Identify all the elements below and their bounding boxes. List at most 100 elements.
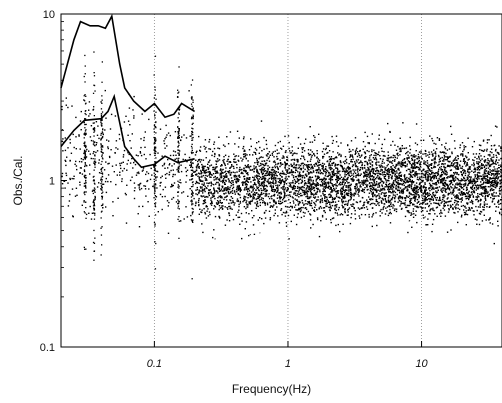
scatter-point (355, 184, 357, 186)
scatter-point (281, 148, 283, 150)
scatter-point (293, 188, 295, 190)
scatter-point (275, 163, 277, 165)
scatter-point (201, 211, 203, 214)
scatter-point (90, 157, 92, 160)
scatter-point (443, 200, 446, 202)
scatter-point (221, 205, 223, 207)
scatter-point (435, 148, 438, 150)
scatter-point (288, 238, 290, 240)
scatter-point (274, 144, 277, 147)
scatter-point (411, 182, 413, 184)
scatter-point (366, 135, 369, 138)
scatter-point (311, 186, 313, 188)
scatter-point (345, 185, 347, 187)
scatter-point (387, 173, 389, 175)
scatter-point (250, 181, 252, 183)
scatter-point (388, 171, 391, 173)
scatter-point (167, 158, 169, 161)
scatter-point (383, 166, 385, 168)
scatter-point (403, 158, 406, 160)
scatter-point (125, 115, 127, 117)
scatter-point (472, 195, 474, 197)
scatter-point (334, 189, 336, 191)
scatter-point (489, 171, 491, 173)
scatter-point (394, 160, 396, 162)
scatter-point (251, 217, 254, 219)
scatter-point (300, 169, 302, 171)
scatter-point (438, 203, 440, 206)
scatter-point (193, 197, 195, 200)
scatter-point (263, 201, 265, 203)
scatter-point (319, 205, 322, 208)
scatter-point (257, 172, 259, 175)
scatter-point (335, 224, 337, 227)
scatter-point (270, 184, 272, 186)
scatter-point (493, 189, 495, 191)
scatter-point (324, 175, 326, 177)
scatter-point (319, 191, 321, 193)
scatter-point (323, 210, 325, 212)
scatter-point (415, 155, 417, 157)
scatter-point (385, 174, 387, 176)
scatter-point (272, 169, 275, 171)
scatter-point (474, 184, 477, 186)
scatter-point (218, 187, 220, 189)
scatter-point (353, 171, 356, 173)
scatter-point (435, 161, 437, 164)
scatter-point (252, 197, 254, 199)
scatter-point (238, 174, 240, 176)
scatter-point (92, 201, 94, 204)
scatter-point (204, 199, 206, 202)
scatter-point (287, 194, 289, 197)
scatter-point (292, 197, 294, 199)
scatter-point (289, 191, 291, 193)
scatter-point (432, 192, 434, 194)
scatter-point (415, 190, 417, 193)
scatter-point (322, 182, 324, 184)
scatter-point (448, 161, 450, 163)
scatter-point (256, 177, 258, 179)
scatter-point (238, 170, 240, 172)
scatter-point (378, 183, 380, 186)
scatter-point (218, 188, 220, 191)
scatter-point (358, 195, 360, 197)
scatter-point (85, 213, 88, 216)
scatter-point (449, 174, 452, 177)
scatter-point (456, 200, 459, 203)
scatter-point (406, 158, 408, 160)
scatter-point (327, 186, 329, 188)
scatter-point (457, 211, 459, 213)
scatter-point (416, 161, 419, 164)
scatter-point (326, 152, 328, 154)
scatter-point (300, 206, 303, 209)
scatter-point (295, 181, 297, 183)
scatter-point (256, 187, 258, 190)
scatter-point (488, 182, 490, 184)
scatter-point (382, 174, 384, 176)
scatter-point (325, 185, 327, 188)
scatter-point (393, 180, 395, 182)
scatter-point (354, 169, 356, 171)
scatter-point (221, 172, 223, 175)
scatter-point (196, 173, 198, 175)
scatter-point (336, 167, 339, 169)
scatter-point (304, 212, 306, 214)
scatter-point (194, 154, 197, 156)
scatter-point (118, 138, 121, 140)
scatter-point (284, 165, 287, 167)
scatter-point (360, 207, 362, 210)
scatter-point (314, 197, 316, 199)
scatter-point (244, 181, 246, 184)
scatter-point (384, 175, 387, 177)
scatter-point (433, 142, 435, 145)
scatter-point (291, 146, 293, 148)
scatter-point (239, 189, 241, 191)
scatter-point (304, 180, 306, 182)
scatter-point (425, 155, 427, 157)
scatter-point (312, 181, 314, 183)
scatter-point (253, 198, 255, 200)
scatter-point (323, 194, 325, 196)
scatter-point (365, 174, 367, 176)
scatter-point (369, 182, 371, 184)
scatter-point (440, 182, 442, 184)
